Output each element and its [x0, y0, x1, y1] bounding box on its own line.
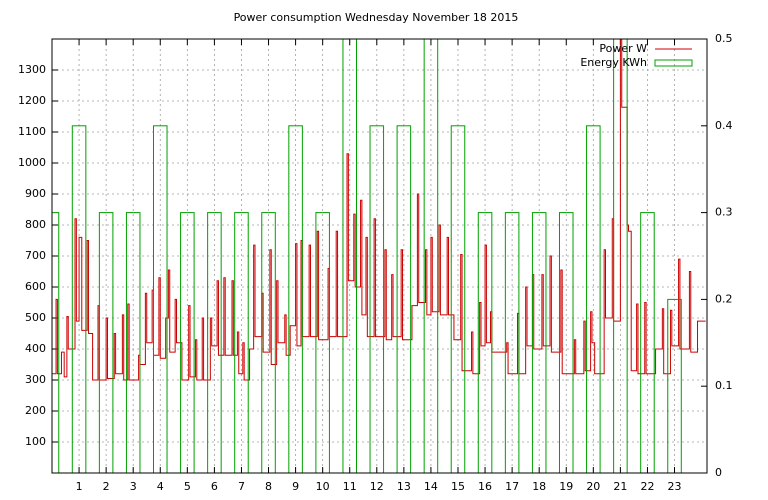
y-tick-label: 100	[25, 435, 46, 448]
x-tick-label: 16	[478, 480, 492, 493]
energy-box	[586, 125, 601, 473]
x-tick-label: 23	[668, 480, 682, 493]
x-tick-label: 15	[451, 480, 465, 493]
y2-tick-label: 0	[715, 466, 722, 479]
energy-box	[667, 298, 682, 473]
y-tick-label: 900	[25, 187, 46, 200]
energy-box	[640, 212, 655, 473]
x-tick-label: 13	[397, 480, 411, 493]
y-tick-label: 400	[25, 342, 46, 355]
energy-box	[261, 212, 276, 473]
power-line	[52, 39, 706, 381]
y-tick-label: 700	[25, 249, 46, 262]
x-tick-label: 14	[424, 480, 438, 493]
x-tick-label: 3	[130, 480, 137, 493]
y2-tick-label: 0.5	[715, 32, 733, 45]
energy-box	[613, 39, 628, 473]
plot-area	[52, 39, 706, 473]
x-tick-label: 17	[505, 480, 519, 493]
energy-box	[342, 39, 357, 473]
y-tick-label: 800	[25, 218, 46, 231]
x-tick-label: 12	[370, 480, 384, 493]
y2-tick-label: 0.1	[715, 379, 733, 392]
energy-box	[288, 125, 303, 473]
x-tick-label: 19	[559, 480, 573, 493]
x-tick-label: 2	[103, 480, 110, 493]
y-tick-label: 1000	[18, 156, 46, 169]
y-tick-label: 1100	[18, 125, 46, 138]
energy-box	[423, 39, 439, 473]
energy-box	[207, 212, 222, 473]
energy-box	[504, 212, 520, 473]
y2-tick-label: 0.4	[715, 119, 733, 132]
x-tick-label: 4	[157, 480, 164, 493]
x-tick-label: 8	[265, 480, 272, 493]
x-tick-label: 22	[640, 480, 654, 493]
x-tick-label: 10	[316, 480, 330, 493]
y-tick-label: 600	[25, 280, 46, 293]
energy-box	[71, 125, 87, 473]
energy-box	[98, 212, 114, 473]
energy-box	[180, 212, 195, 473]
energy-box	[558, 212, 574, 473]
y-tick-label: 200	[25, 404, 46, 417]
energy-box	[369, 125, 385, 473]
energy-box	[396, 125, 412, 473]
x-tick-label: 11	[343, 480, 357, 493]
x-tick-label: 18	[532, 480, 546, 493]
y2-tick-label: 0.2	[715, 292, 733, 305]
y-tick-label: 1300	[18, 63, 46, 76]
legend-label: Power W	[599, 42, 647, 55]
x-tick-label: 9	[292, 480, 299, 493]
legend-swatch	[654, 59, 693, 67]
energy-box	[234, 212, 249, 473]
x-tick-label: 5	[184, 480, 191, 493]
y-tick-label: 1200	[18, 94, 46, 107]
energy-box	[450, 125, 466, 473]
energy-box	[52, 212, 60, 473]
legend-label: Energy KWh	[580, 56, 647, 69]
x-tick-label: 1	[76, 480, 83, 493]
x-tick-label: 21	[613, 480, 627, 493]
x-tick-label: 7	[238, 480, 245, 493]
x-tick-label: 6	[211, 480, 218, 493]
x-tick-label: 20	[586, 480, 600, 493]
chart-title: Power consumption Wednesday November 18 …	[234, 11, 519, 24]
energy-box	[125, 212, 141, 473]
energy-box	[152, 125, 168, 473]
y2-tick-label: 0.3	[715, 206, 733, 219]
energy-box	[477, 212, 493, 473]
energy-box	[531, 212, 547, 473]
y-tick-label: 500	[25, 311, 46, 324]
energy-box	[315, 212, 330, 473]
plot-frame	[51, 38, 708, 474]
y-tick-label: 300	[25, 373, 46, 386]
